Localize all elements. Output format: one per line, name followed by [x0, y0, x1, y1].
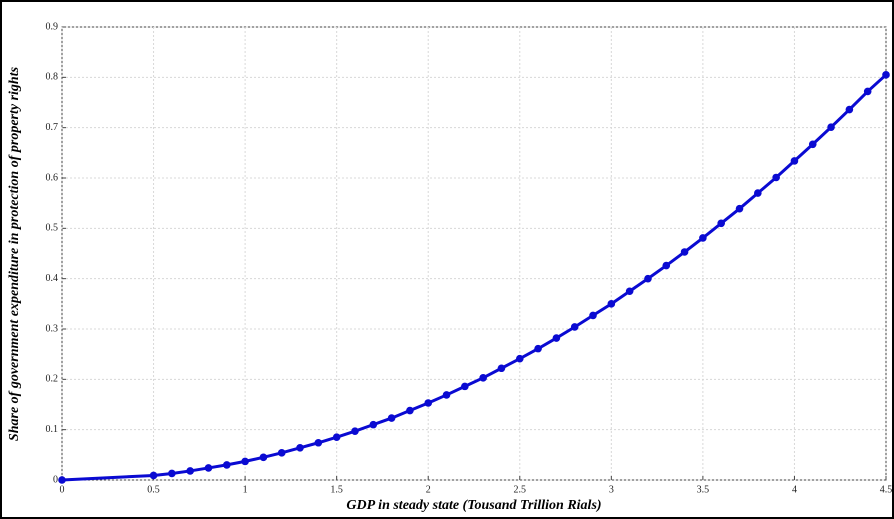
data-point	[515, 354, 524, 363]
x-tick-label: 3	[609, 484, 614, 495]
data-point	[662, 261, 671, 270]
data-point	[808, 140, 817, 149]
data-point	[406, 406, 414, 415]
data-point	[845, 105, 854, 114]
x-tick-label: 2.5	[514, 484, 527, 495]
y-axis-label: Share of government expenditure in prote…	[7, 66, 22, 441]
data-point	[735, 204, 744, 213]
y-tick-label: 0.1	[46, 424, 59, 435]
y-tick-label: 0.3	[46, 323, 59, 334]
x-tick-label: 1	[243, 484, 248, 495]
data-point	[607, 300, 616, 308]
data-point	[369, 420, 378, 429]
data-point	[534, 344, 542, 353]
x-tick-label: 3.5	[697, 484, 710, 495]
data-point	[461, 382, 469, 391]
data-point	[625, 287, 634, 296]
x-tick-label: 0	[60, 484, 65, 495]
y-tick-label: 0.5	[46, 223, 59, 234]
data-point	[241, 457, 249, 466]
data-point	[149, 471, 158, 480]
data-point	[277, 449, 286, 457]
data-point	[351, 427, 359, 435]
data-point	[223, 461, 231, 469]
y-tick-label: 0.9	[46, 21, 59, 32]
x-tick-label: 4.5	[880, 484, 893, 495]
data-point	[570, 323, 579, 331]
y-tick-label: 0.4	[46, 273, 59, 284]
y-tick-label: 0.2	[46, 374, 59, 385]
data-point	[442, 391, 451, 399]
data-point	[204, 464, 213, 472]
data-point	[58, 476, 66, 484]
data-point	[863, 87, 872, 96]
data-point	[314, 438, 323, 447]
x-tick-label: 2	[426, 484, 431, 495]
data-point	[680, 248, 689, 256]
data-point	[754, 189, 762, 197]
data-point	[479, 374, 487, 382]
data-point	[387, 414, 396, 422]
data-point	[424, 399, 433, 407]
data-point	[772, 173, 780, 182]
y-tick-label: 0.6	[46, 172, 59, 183]
data-point	[827, 123, 835, 131]
data-point	[699, 234, 707, 242]
data-point	[186, 467, 194, 475]
x-tick-label: 0.5	[147, 484, 160, 495]
data-point	[168, 469, 176, 478]
x-tick-label: 4	[792, 484, 797, 495]
data-point	[717, 219, 725, 228]
data-point	[882, 71, 890, 79]
y-tick-label: 0	[53, 474, 58, 485]
data-point	[497, 364, 506, 373]
y-tick-label: 0.8	[46, 72, 59, 83]
data-point	[259, 453, 268, 462]
y-tick-label: 0.7	[46, 122, 59, 133]
data-point	[332, 433, 341, 442]
data-point	[790, 157, 799, 165]
plot-area	[61, 26, 887, 481]
data-point	[296, 443, 304, 452]
data-point	[589, 311, 597, 320]
x-tick-label: 1.5	[330, 484, 343, 495]
data-point	[644, 274, 652, 283]
data-point	[552, 334, 561, 342]
x-axis-label: GDP in steady state (Tousand Trillion Ri…	[346, 498, 601, 513]
